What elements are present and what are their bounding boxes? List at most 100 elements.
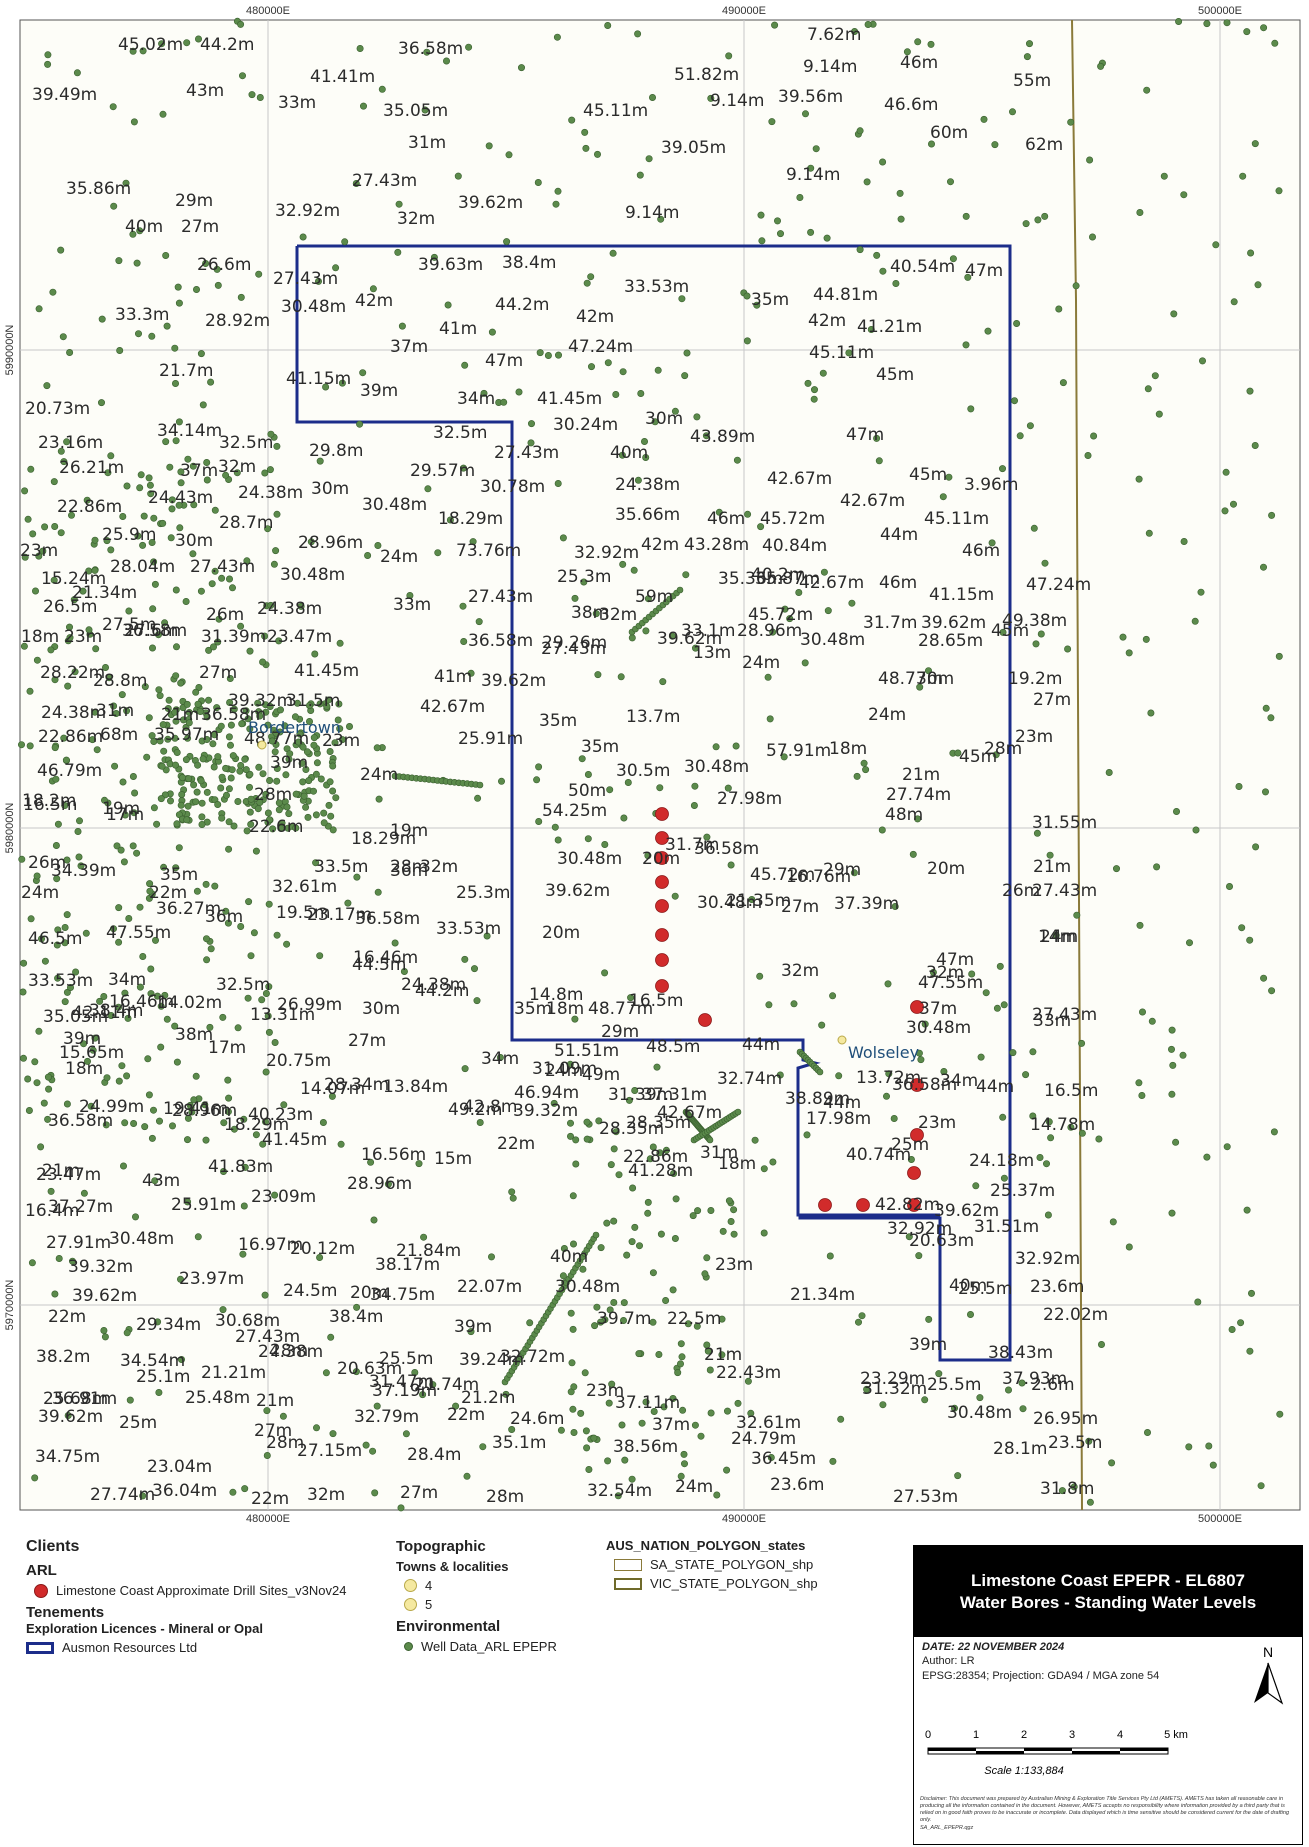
well-dot bbox=[560, 1245, 568, 1253]
well-dot bbox=[946, 178, 954, 186]
well-dot bbox=[61, 939, 69, 947]
well-level-label: 38m bbox=[175, 1025, 213, 1045]
well-dot bbox=[671, 892, 679, 900]
well-level-label: 29.34m bbox=[136, 1315, 201, 1335]
well-level-label: 32.5m bbox=[433, 423, 487, 443]
well-dot bbox=[300, 792, 308, 800]
well-dot bbox=[676, 1360, 684, 1368]
well-level-label: 31.7m bbox=[863, 613, 917, 633]
well-level-label: 41.41m bbox=[310, 67, 375, 87]
drill-site-marker[interactable] bbox=[655, 928, 669, 942]
well-dot bbox=[133, 259, 141, 267]
well-level-label: 22.5m bbox=[667, 1309, 721, 1329]
well-dot bbox=[214, 638, 222, 646]
drill-site-marker[interactable] bbox=[655, 851, 669, 865]
map-canvas[interactable]: 480000E 490000E 500000E 480000E 490000E … bbox=[0, 0, 1309, 1525]
well-dot bbox=[765, 1001, 773, 1009]
well-dot bbox=[229, 752, 237, 760]
drill-site-marker[interactable] bbox=[698, 1013, 712, 1027]
well-dot bbox=[205, 696, 213, 704]
drill-site-marker[interactable] bbox=[910, 1078, 924, 1092]
well-dot bbox=[157, 795, 165, 803]
drill-site-marker[interactable] bbox=[655, 953, 669, 967]
well-dot bbox=[261, 469, 269, 477]
well-level-label: 40.2m bbox=[751, 565, 805, 585]
well-level-label: 32m bbox=[420, 857, 458, 877]
well-dot bbox=[154, 992, 162, 1000]
well-dot bbox=[1018, 1379, 1026, 1387]
drill-site-marker[interactable] bbox=[907, 1198, 921, 1212]
well-dot bbox=[215, 615, 223, 623]
well-dot bbox=[1199, 357, 1207, 365]
well-dot bbox=[998, 465, 1006, 473]
well-dot bbox=[977, 1053, 985, 1061]
map-frame[interactable]: 480000E 490000E 500000E 480000E 490000E … bbox=[0, 0, 1309, 1525]
map-projection: EPSG:28354; Projection: GDA94 / MGA zone… bbox=[922, 1669, 1160, 1682]
well-level-label: 62m bbox=[1025, 135, 1063, 155]
well-dot bbox=[213, 265, 221, 273]
well-level-label: 14.07m bbox=[300, 1079, 365, 1099]
well-dot bbox=[265, 816, 273, 824]
well-dot bbox=[1203, 20, 1211, 28]
well-dot bbox=[526, 1319, 534, 1327]
well-level-label: 23.97m bbox=[179, 1269, 244, 1289]
well-dot bbox=[1008, 108, 1016, 116]
town-label-bordertown[interactable]: Bordertown bbox=[248, 718, 341, 737]
well-dot bbox=[804, 379, 812, 387]
drill-site-marker[interactable] bbox=[818, 1198, 832, 1212]
well-level-label: 28.04m bbox=[110, 557, 175, 577]
well-dot bbox=[76, 817, 84, 825]
drill-site-marker[interactable] bbox=[907, 1166, 921, 1180]
well-level-label: 32.54m bbox=[587, 1481, 652, 1501]
town-label-wolseley[interactable]: Wolseley bbox=[848, 1043, 919, 1062]
well-level-label: 24.79m bbox=[731, 1429, 796, 1449]
tenement-outline-ausmon[interactable] bbox=[295, 244, 1012, 1362]
well-dot bbox=[712, 743, 720, 751]
drill-site-marker[interactable] bbox=[910, 1000, 924, 1014]
legend-sa: SA_STATE_POLYGON_shp bbox=[614, 1557, 906, 1572]
well-dot bbox=[331, 739, 339, 747]
well-dot bbox=[790, 1000, 798, 1008]
well-dot bbox=[100, 992, 108, 1000]
legend-ausmon-label: Ausmon Resources Ltd bbox=[62, 1640, 198, 1655]
well-level-label: 49.2m bbox=[448, 1100, 502, 1120]
well-dot bbox=[554, 836, 562, 844]
well-level-label: 16.97m bbox=[238, 1235, 303, 1255]
well-level-label: 20.75m bbox=[266, 1051, 331, 1071]
drill-site-marker[interactable] bbox=[655, 875, 669, 889]
well-dot bbox=[1147, 709, 1155, 717]
drill-site-marker[interactable] bbox=[655, 979, 669, 993]
well-dot bbox=[1252, 843, 1260, 851]
well-dot bbox=[70, 596, 78, 604]
well-dot bbox=[810, 395, 818, 403]
well-dot bbox=[239, 72, 247, 80]
well-dot bbox=[277, 824, 285, 832]
well-dot bbox=[224, 1076, 232, 1084]
well-level-label: 24m bbox=[380, 547, 418, 567]
well-level-label: 42m bbox=[641, 535, 679, 555]
well-dot bbox=[121, 811, 129, 819]
well-dot bbox=[618, 451, 626, 459]
well-level-label: 18.29m bbox=[351, 829, 416, 849]
drill-site-marker[interactable] bbox=[655, 807, 669, 821]
well-dot bbox=[824, 607, 832, 615]
drill-site-marker[interactable] bbox=[910, 1128, 924, 1142]
well-dot bbox=[1046, 851, 1054, 859]
well-dot bbox=[873, 434, 881, 442]
well-level-label: 42m bbox=[355, 291, 393, 311]
well-level-label: 35.97m bbox=[154, 725, 219, 745]
well-dot bbox=[21, 487, 29, 495]
title-bar: Limestone Coast EPEPR - EL6807 Water Bor… bbox=[914, 1546, 1302, 1637]
well-dot bbox=[116, 346, 124, 354]
well-dot bbox=[122, 179, 130, 187]
well-dot bbox=[1022, 220, 1030, 228]
well-dot bbox=[194, 761, 202, 769]
drill-site-marker[interactable] bbox=[655, 899, 669, 913]
drill-site-marker[interactable] bbox=[856, 1198, 870, 1212]
well-dot bbox=[223, 791, 231, 799]
well-dot bbox=[295, 738, 303, 746]
well-dot bbox=[219, 1013, 227, 1021]
well-dot bbox=[1168, 1090, 1176, 1098]
drill-site-marker[interactable] bbox=[655, 831, 669, 845]
well-dot bbox=[954, 749, 962, 757]
